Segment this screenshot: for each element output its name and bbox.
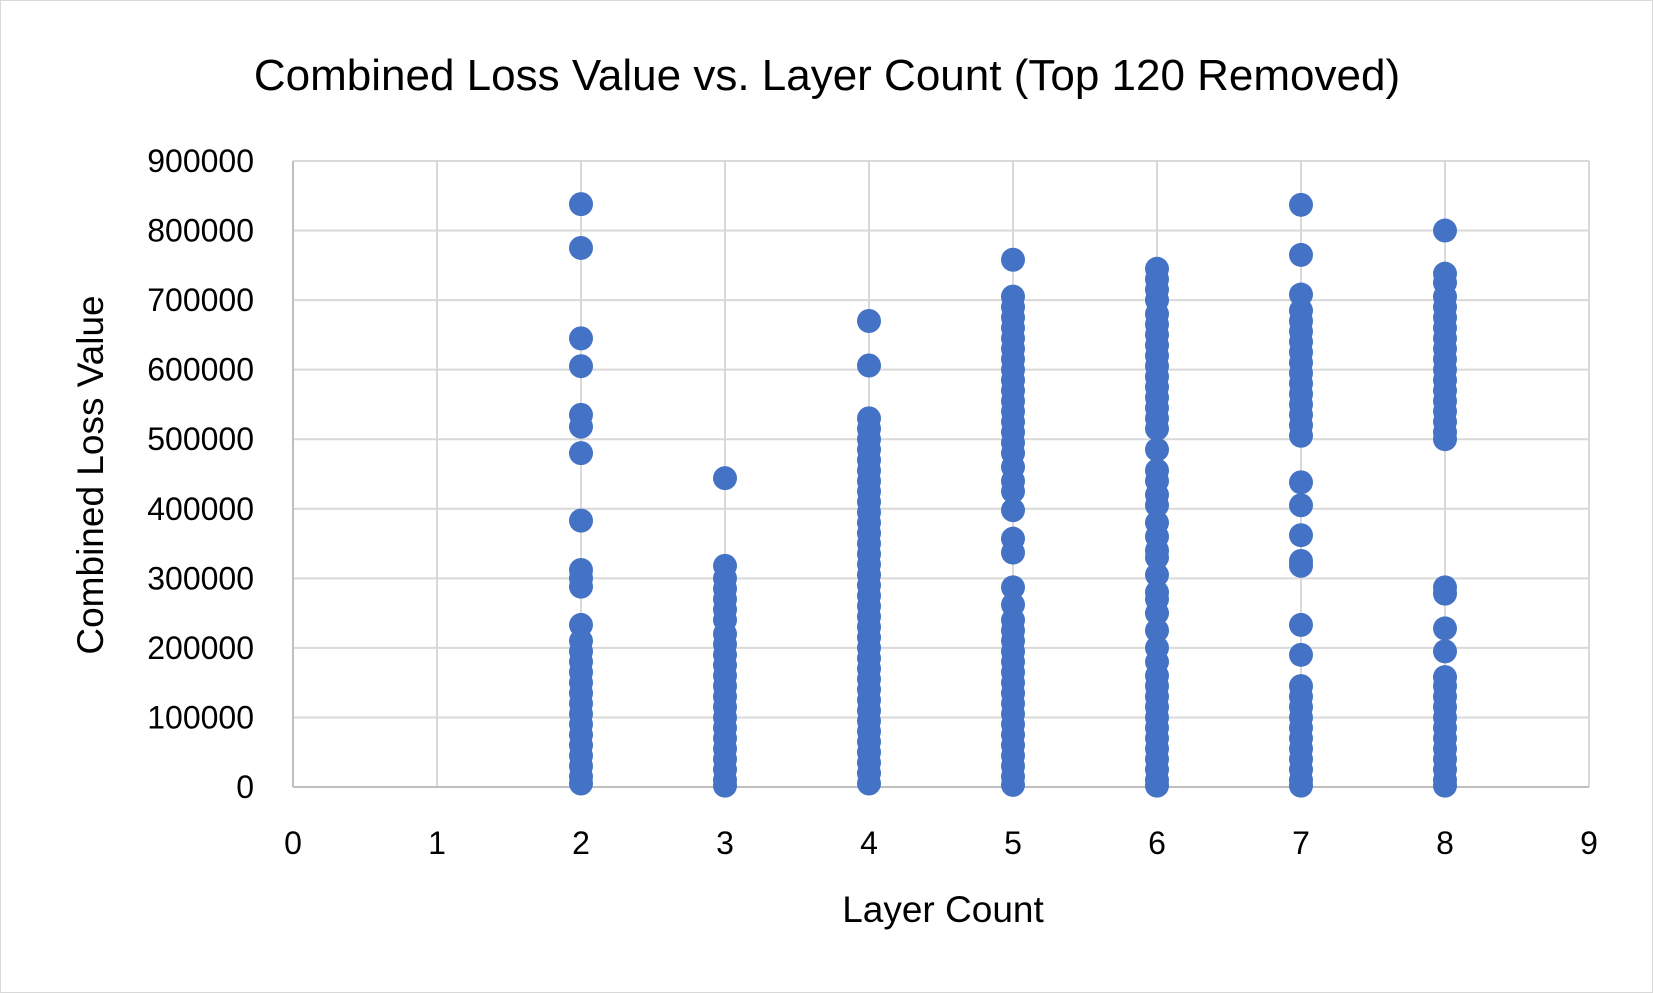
- y-axis-title: Combined Loss Value: [70, 295, 111, 654]
- x-tick-label: 4: [860, 825, 878, 861]
- scatter-point: [1145, 545, 1169, 570]
- scatter-point: [857, 308, 881, 333]
- scatter-point: [1289, 493, 1313, 518]
- y-tick-label: 700000: [147, 282, 254, 318]
- scatter-point: [569, 574, 593, 599]
- y-tick-label: 600000: [147, 352, 254, 388]
- scatter-point: [1145, 601, 1169, 626]
- x-tick-label: 8: [1436, 825, 1454, 861]
- y-tick-label: 500000: [147, 421, 254, 457]
- scatter-point: [569, 354, 593, 379]
- scatter-point: [857, 353, 881, 378]
- scatter-point: [1145, 618, 1169, 643]
- y-tick-label: 200000: [147, 630, 254, 666]
- scatter-point: [1001, 247, 1025, 272]
- axis-lines: [292, 161, 1589, 788]
- scatter-point: [569, 326, 593, 351]
- y-tick-label: 800000: [147, 213, 254, 249]
- x-tick-label: 7: [1292, 825, 1310, 861]
- scatter-point: [1001, 575, 1025, 600]
- scatter-point: [857, 771, 881, 796]
- scatter-point: [1289, 553, 1313, 578]
- scatter-point: [713, 773, 737, 798]
- scatter-point: [1433, 773, 1457, 798]
- scatter-point: [1433, 427, 1457, 452]
- scatter-point: [569, 235, 593, 260]
- scatter-point: [1289, 642, 1313, 667]
- x-tick-label: 6: [1148, 825, 1166, 861]
- scatter-point: [569, 508, 593, 533]
- y-tick-label: 900000: [147, 143, 254, 179]
- scatter-point: [1289, 523, 1313, 548]
- scatter-point: [1433, 639, 1457, 664]
- scatter-point: [1145, 773, 1169, 798]
- scatter-point: [1145, 562, 1169, 587]
- x-tick-label: 3: [716, 825, 734, 861]
- scatter-point: [1145, 416, 1169, 441]
- data-points: [569, 192, 1457, 798]
- scatter-point: [1001, 772, 1025, 797]
- scatter-point: [1001, 479, 1025, 504]
- scatter-point: [1145, 437, 1169, 462]
- scatter-point: [1289, 612, 1313, 637]
- scatter-point: [1433, 616, 1457, 641]
- scatter-point: [569, 414, 593, 439]
- scatter-point: [1433, 581, 1457, 606]
- x-tick-label: 5: [1004, 825, 1022, 861]
- scatter-point: [1289, 192, 1313, 217]
- x-axis-title: Layer Count: [842, 889, 1044, 930]
- x-tick-label: 2: [572, 825, 590, 861]
- scatter-point: [569, 771, 593, 796]
- x-tick-label: 0: [284, 825, 302, 861]
- x-tick-label: 1: [428, 825, 446, 861]
- scatter-point: [569, 192, 593, 217]
- y-tick-labels: 0 100000 200000 300000 400000 500000 600000 700…: [147, 143, 254, 805]
- scatter-point: [1433, 218, 1457, 243]
- scatter-point: [1289, 242, 1313, 267]
- chart-title: Combined Loss Value vs. Layer Count (Top…: [254, 51, 1400, 100]
- x-tick-labels: 0 1 2 3 4 5 6 7 8 9: [284, 825, 1598, 861]
- y-tick-label: 0: [236, 769, 254, 805]
- scatter-point: [1001, 540, 1025, 565]
- scatter-point: [1145, 493, 1169, 518]
- scatter-point: [1289, 423, 1313, 448]
- scatter-point: [1289, 773, 1313, 798]
- y-tick-label: 300000: [147, 560, 254, 596]
- gridlines: [293, 160, 1590, 787]
- x-tick-label: 9: [1580, 825, 1598, 861]
- y-tick-label: 400000: [147, 491, 254, 527]
- scatter-point: [569, 441, 593, 466]
- scatter-point: [713, 466, 737, 491]
- y-tick-label: 100000: [147, 699, 254, 735]
- scatter-point: [1289, 470, 1313, 495]
- scatter-point: [1001, 498, 1025, 523]
